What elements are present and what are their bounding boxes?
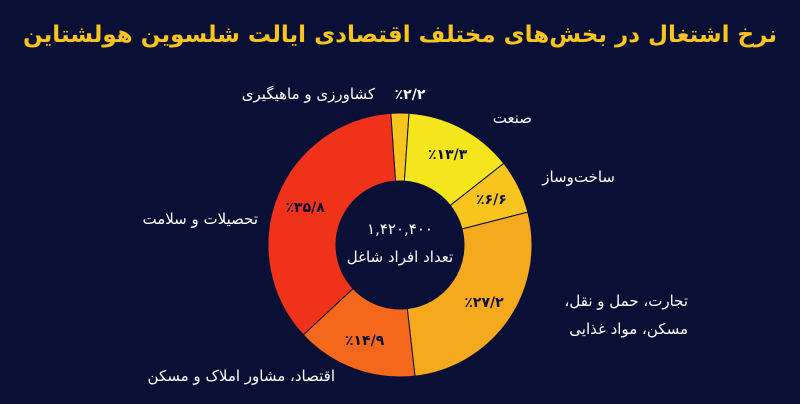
value-label: ٪۳۵/۸	[285, 199, 325, 216]
value-label: ٪۲/۲	[394, 87, 426, 103]
value-label: ٪۲۷/۲	[464, 294, 504, 311]
donut-segment	[406, 211, 533, 377]
category-label: تحصیلات و سلامت	[142, 210, 258, 228]
category-label: تجارت، حمل و نقل، مسکن، مواد غذایی	[564, 292, 688, 338]
center-label: تعداد افراد شاغل	[346, 248, 454, 266]
category-label: کشاورزی و ماهیگیری	[241, 85, 375, 103]
category-label: اقتصاد، مشاور املاک و مسکن	[147, 367, 335, 385]
value-label: ٪۶/۶	[476, 191, 507, 208]
donut-segment	[267, 112, 397, 336]
category-label: صنعت	[492, 109, 532, 127]
value-label: ٪۱۴/۹	[344, 332, 385, 349]
value-label: ٪۱۳/۳	[428, 146, 468, 163]
center-value: ۱,۴۲۰,۴۰۰	[367, 220, 433, 238]
chart-title: نرخ اشتغال در بخش‌های مختلف اقتصادی ایال…	[22, 22, 778, 48]
category-label: ساخت‌وساز	[542, 168, 615, 186]
